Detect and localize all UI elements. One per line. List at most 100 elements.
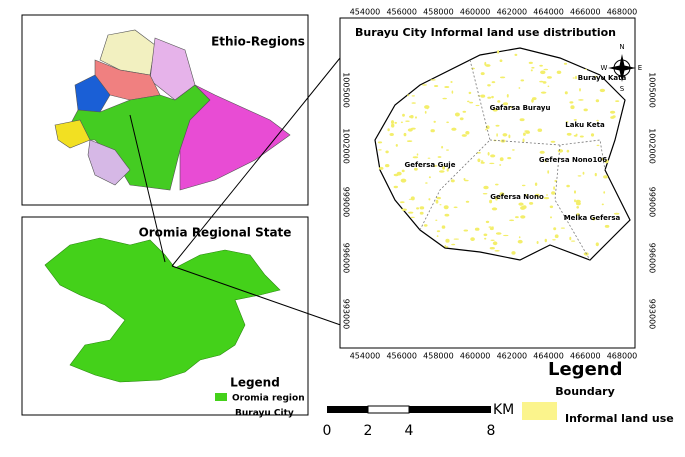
speck: [476, 152, 481, 154]
speck: [477, 158, 481, 163]
speck: [576, 213, 580, 216]
compass-label: N: [619, 43, 624, 51]
connector: [171, 265, 373, 337]
speck: [483, 185, 489, 190]
speck: [547, 170, 550, 174]
speck: [393, 173, 399, 177]
speck: [419, 206, 425, 210]
speck: [517, 239, 523, 244]
speck: [524, 130, 530, 132]
scale-bar: [327, 405, 491, 414]
y-tick-label: 996000: [648, 243, 657, 274]
speck: [573, 134, 578, 137]
speck: [594, 75, 597, 78]
compass-label: W: [601, 64, 608, 72]
speck: [522, 138, 525, 143]
speck: [385, 164, 390, 168]
speck: [570, 105, 575, 110]
speck: [554, 234, 559, 238]
district-label: Laku Keta: [565, 121, 605, 129]
speck: [451, 90, 454, 94]
speck: [546, 194, 548, 196]
speck: [487, 152, 490, 156]
speck: [495, 124, 500, 127]
speck: [523, 194, 528, 196]
speck: [400, 201, 405, 204]
legend-item: Oromia region: [232, 394, 305, 404]
speck: [395, 144, 398, 147]
speck: [480, 160, 484, 162]
speck: [596, 144, 600, 147]
speck: [539, 80, 544, 83]
speck: [508, 134, 511, 139]
y-tick-label: 1002000: [342, 128, 351, 164]
speck: [467, 100, 470, 103]
region: [74, 74, 111, 113]
speck: [507, 157, 512, 160]
x-tick-label: 464000: [533, 352, 564, 361]
speck: [436, 196, 441, 200]
speck: [553, 227, 557, 231]
speck: [459, 117, 464, 121]
speck: [485, 64, 491, 67]
speck: [378, 149, 382, 151]
speck: [378, 166, 384, 170]
district-label: Melka Gefersa: [564, 214, 621, 222]
x-tick-label: 468000: [607, 8, 638, 17]
speck: [543, 68, 549, 71]
speck: [540, 91, 547, 94]
speck: [604, 159, 609, 164]
speck: [469, 101, 474, 104]
speck: [572, 77, 575, 79]
speck: [557, 149, 564, 153]
speck: [412, 156, 419, 159]
speck: [410, 127, 416, 130]
speck: [416, 153, 419, 156]
city-boundary: [374, 47, 631, 261]
district-label: Gefersa Nono106: [539, 156, 607, 164]
speck: [485, 220, 490, 224]
speck: [461, 134, 467, 137]
speck: [485, 125, 490, 130]
speck: [566, 132, 572, 136]
speck: [551, 191, 556, 195]
speck: [583, 108, 588, 112]
speck: [495, 196, 500, 198]
speck: [393, 185, 398, 189]
speck: [400, 121, 403, 124]
speck: [494, 250, 500, 252]
speck: [443, 205, 449, 210]
speck: [484, 61, 487, 66]
scale-label: 4: [405, 423, 414, 439]
speck: [442, 166, 445, 170]
speck: [470, 237, 475, 242]
speck: [534, 182, 538, 186]
speck: [405, 120, 410, 122]
speck: [539, 150, 545, 154]
speck: [520, 79, 525, 82]
legend-item: Informal land use: [565, 412, 674, 425]
speck: [489, 247, 495, 250]
legend-item: Burayu City: [235, 409, 294, 419]
speck: [385, 150, 389, 154]
speck: [578, 99, 584, 101]
x-tick-label: 466000: [570, 352, 601, 361]
speck: [582, 171, 585, 175]
compass-label: S: [620, 85, 625, 93]
speck: [430, 79, 436, 81]
speck: [463, 178, 466, 181]
speck: [518, 87, 521, 89]
speck: [451, 127, 457, 131]
speck: [590, 133, 595, 137]
speck: [565, 121, 569, 123]
speck: [491, 226, 494, 229]
speck: [502, 133, 508, 137]
speck: [604, 224, 610, 228]
speck: [566, 184, 570, 188]
inset-title: Oromia Regional State: [139, 226, 292, 240]
connectors: [129, 57, 373, 337]
speck: [573, 119, 577, 121]
speck: [424, 105, 430, 109]
speck: [569, 236, 572, 241]
speck: [534, 193, 540, 197]
